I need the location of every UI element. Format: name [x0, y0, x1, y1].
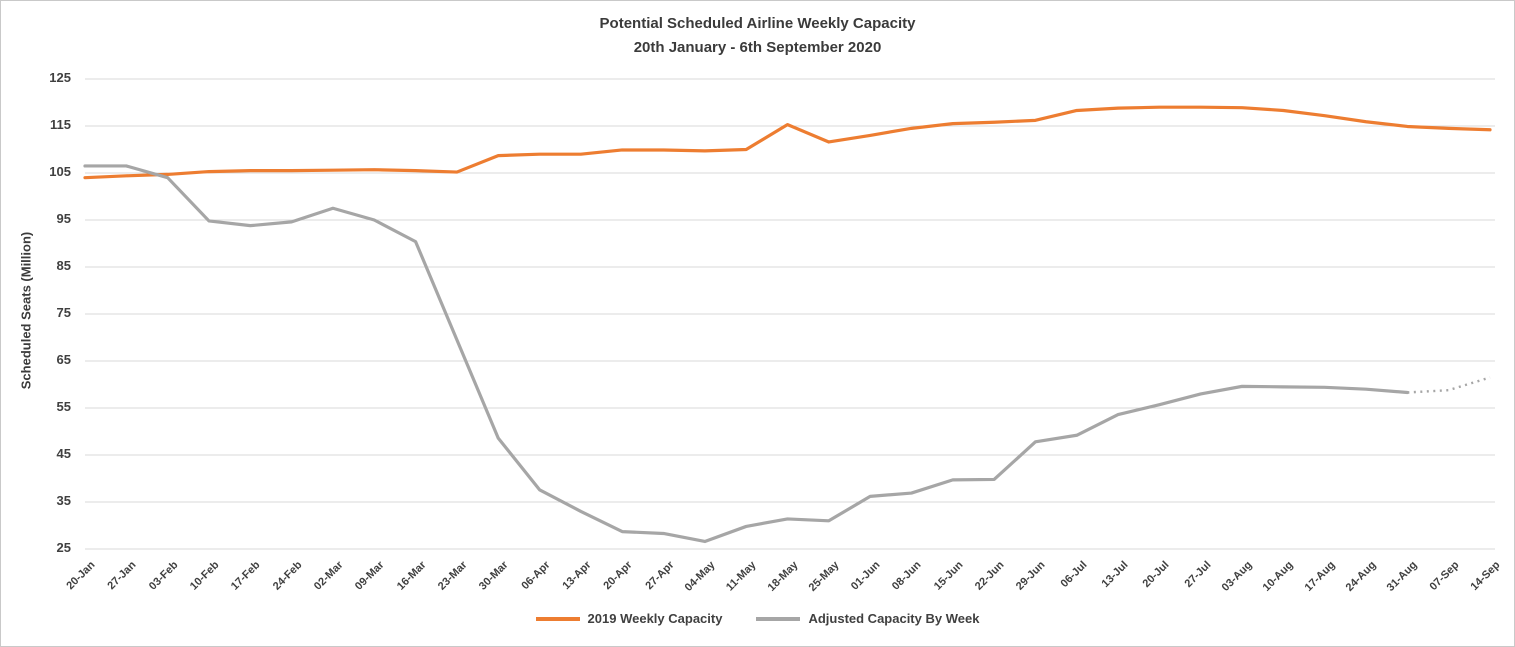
y-tick-label: 85	[56, 258, 71, 273]
y-tick-label: 125	[49, 70, 71, 85]
series-line-forecast-dotted	[1407, 376, 1491, 394]
legend-line-icon	[535, 616, 580, 621]
legend-line-icon	[756, 616, 801, 621]
series-line	[83, 105, 1492, 180]
y-tick-label: 45	[56, 446, 71, 461]
legend-item-2019-weekly-capacity: 2019 Weekly Capacity	[535, 611, 723, 626]
y-tick-label: 35	[56, 493, 71, 508]
legend: 2019 Weekly Capacity Adjusted Capacity B…	[1, 611, 1514, 626]
series-line	[83, 164, 1409, 544]
y-tick-label: 25	[56, 540, 71, 555]
y-tick-label: 75	[56, 305, 71, 320]
y-tick-label: 115	[50, 117, 71, 132]
legend-label: Adjusted Capacity By Week	[808, 611, 980, 626]
legend-item-adjusted-capacity: Adjusted Capacity By Week	[756, 611, 979, 626]
y-tick-label: 95	[56, 211, 71, 226]
y-tick-label: 105	[49, 164, 71, 179]
y-tick-label: 55	[56, 399, 71, 414]
chart-subtitle: 20th January - 6th September 2020	[633, 39, 882, 56]
chart-title: Potential Scheduled Airline Weekly Capac…	[599, 15, 916, 32]
legend-label: 2019 Weekly Capacity	[587, 611, 723, 626]
y-tick-label: 65	[56, 352, 71, 367]
